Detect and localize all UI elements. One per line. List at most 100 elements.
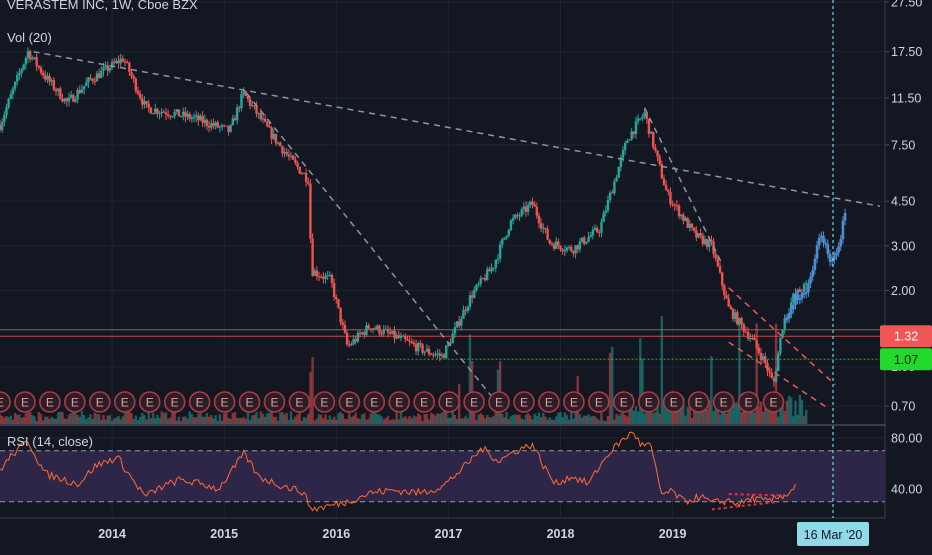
volume-bar — [751, 411, 754, 424]
candle — [337, 299, 340, 308]
earnings-marker[interactable]: E — [438, 391, 460, 413]
trendline[interactable] — [33, 51, 881, 207]
candle — [33, 57, 36, 59]
candle — [565, 247, 569, 251]
candle — [595, 228, 599, 232]
volume-bar — [608, 352, 612, 424]
earnings-marker-circle — [0, 391, 11, 413]
earnings-marker[interactable]: E — [588, 391, 610, 413]
volume-bar — [162, 412, 166, 424]
volume-bar — [244, 419, 247, 424]
earnings-markers[interactable]: EEEEEEEEEEEEEEEEEEEEEEEEEEEEEEEE — [0, 391, 785, 413]
candle — [736, 312, 739, 325]
earnings-marker[interactable]: E — [662, 391, 685, 413]
earnings-marker[interactable]: E — [89, 391, 111, 413]
earnings-marker[interactable]: E — [64, 391, 86, 413]
candle — [656, 150, 659, 157]
volume-bar — [309, 372, 312, 424]
volume-bar — [22, 416, 25, 424]
earnings-marker[interactable]: E — [637, 391, 660, 413]
earnings-marker[interactable]: E — [238, 391, 261, 413]
volume-bar — [78, 416, 81, 424]
earnings-marker[interactable]: E — [712, 391, 735, 413]
volume-bar — [85, 419, 88, 424]
volume-bar — [108, 415, 112, 424]
trendlines[interactable] — [33, 51, 881, 410]
earnings-marker-circle — [338, 391, 361, 413]
candle — [723, 285, 726, 296]
volume-bar — [130, 413, 133, 424]
earnings-marker-label: E — [71, 396, 79, 410]
volume-bar — [389, 420, 392, 424]
price-tick-label: 4.50 — [891, 195, 915, 209]
earnings-marker[interactable]: E — [188, 391, 211, 413]
price-axis[interactable]: 27.5017.5011.507.504.503.002.001.000.708… — [885, 0, 932, 550]
earnings-marker[interactable]: E — [163, 391, 186, 413]
earnings-marker[interactable]: E — [538, 391, 560, 413]
volume-bar — [246, 411, 250, 424]
volume-bar — [11, 419, 15, 424]
candle — [671, 203, 674, 205]
earnings-marker[interactable]: E — [388, 391, 411, 413]
candle — [382, 329, 385, 334]
candle — [363, 332, 366, 335]
earnings-marker[interactable]: E — [737, 391, 760, 413]
volume-bar — [483, 418, 487, 424]
candle — [697, 233, 700, 238]
trendline[interactable] — [728, 341, 830, 410]
earnings-marker-label: E — [0, 396, 4, 410]
volume-bar — [529, 415, 532, 424]
earnings-marker[interactable]: E — [0, 391, 11, 413]
candle — [772, 378, 776, 382]
volume-bar — [490, 417, 493, 424]
earnings-marker[interactable]: E — [463, 391, 485, 413]
volume-bar — [143, 415, 146, 424]
earnings-marker[interactable]: E — [612, 391, 635, 413]
earnings-marker[interactable]: E — [39, 391, 61, 413]
earnings-marker[interactable]: E — [213, 391, 236, 413]
earnings-marker[interactable]: E — [413, 391, 435, 413]
volume-bar — [76, 414, 79, 424]
earnings-marker[interactable]: E — [113, 391, 136, 413]
earnings-marker[interactable]: E — [488, 391, 510, 413]
time-axis[interactable]: 2014 2015 2016 2017 2018 2019 16 Mar '20 — [98, 522, 869, 546]
candle — [490, 267, 493, 272]
candle — [602, 212, 605, 222]
earnings-marker[interactable]: E — [14, 391, 36, 413]
earnings-marker-label: E — [695, 396, 703, 410]
candle — [216, 122, 219, 128]
volume-bar — [203, 417, 207, 424]
earnings-marker[interactable]: E — [288, 391, 311, 413]
volume-bar — [417, 413, 420, 424]
volume-bar — [660, 315, 664, 424]
volume-bar — [89, 414, 92, 424]
volume-bar — [805, 409, 808, 424]
projection-candle — [802, 293, 806, 295]
earnings-marker[interactable]: E — [513, 391, 535, 413]
projection-candle — [809, 276, 812, 284]
candle — [455, 321, 459, 328]
volume-bar — [266, 413, 269, 424]
earnings-marker[interactable]: E — [762, 391, 785, 413]
trendline[interactable] — [728, 287, 836, 386]
rsi-line — [0, 431, 796, 513]
candle — [583, 237, 586, 244]
volume-bar — [67, 414, 71, 424]
earnings-marker[interactable]: E — [563, 391, 585, 413]
projection-candle — [798, 298, 802, 301]
candle — [54, 89, 58, 92]
earnings-marker[interactable]: E — [313, 391, 336, 413]
candle — [464, 309, 467, 312]
earnings-marker-circle — [313, 391, 336, 413]
earnings-marker[interactable]: E — [263, 391, 286, 413]
volume-bar — [406, 418, 409, 424]
earnings-marker[interactable]: E — [338, 391, 361, 413]
earnings-marker-circle — [563, 391, 585, 413]
earnings-marker[interactable]: E — [687, 391, 710, 413]
earnings-marker[interactable]: E — [363, 391, 386, 413]
trendline[interactable] — [643, 107, 724, 267]
earnings-marker[interactable]: E — [138, 391, 161, 413]
earnings-marker-circle — [612, 391, 635, 413]
